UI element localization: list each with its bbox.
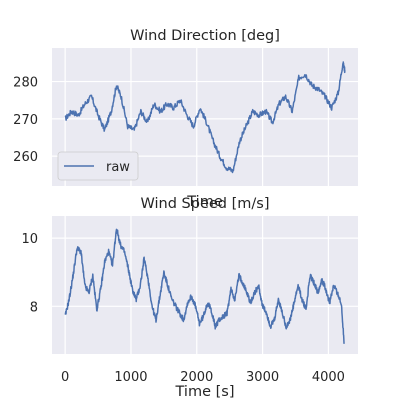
- wind-speed-title: Wind Speed [m/s]: [141, 196, 270, 212]
- wind-speed-x-tick-label: 0: [61, 370, 69, 385]
- wind-speed-plot-area: [52, 216, 358, 354]
- wind-speed-y-ticks: 8 10: [21, 232, 38, 315]
- legend: raw: [57, 151, 139, 181]
- wind-direction-y-tick-label: 260: [13, 150, 38, 165]
- wind-speed-x-tick-label: 3000: [246, 370, 279, 385]
- wind-direction-y-tick-label: 270: [13, 113, 38, 128]
- wind-speed-x-tick-label: 1000: [114, 370, 147, 385]
- wind-speed-x-ticks: 0 1000 2000 3000 4000: [61, 370, 345, 385]
- wind-speed-raw-line: [64, 228, 345, 344]
- panel-wind-speed: 8 10 0 1000 2000 3000 4000 Wind Speed [m/s] T…: [21, 196, 358, 400]
- wind-speed-y-tick-label: 10: [21, 232, 38, 247]
- wind-direction-y-tick-label: 280: [13, 76, 38, 91]
- legend-label-raw: raw: [106, 160, 130, 175]
- legend-box: [57, 151, 139, 181]
- panel-wind-direction: 260 270 280 Wind Direction [deg] Time raw: [13, 28, 358, 210]
- wind-speed-x-label: Time [s]: [175, 384, 235, 400]
- wind-speed-x-tick-label: 4000: [312, 370, 345, 385]
- wind-direction-x-label: Time: [186, 194, 223, 210]
- wind-direction-title: Wind Direction [deg]: [130, 28, 280, 44]
- wind-speed-y-tick-label: 8: [30, 300, 38, 315]
- wind-direction-y-ticks: 260 270 280: [13, 76, 38, 166]
- wind-direction-raw-line: [64, 61, 346, 174]
- wind-speed-x-tick-label: 2000: [180, 370, 213, 385]
